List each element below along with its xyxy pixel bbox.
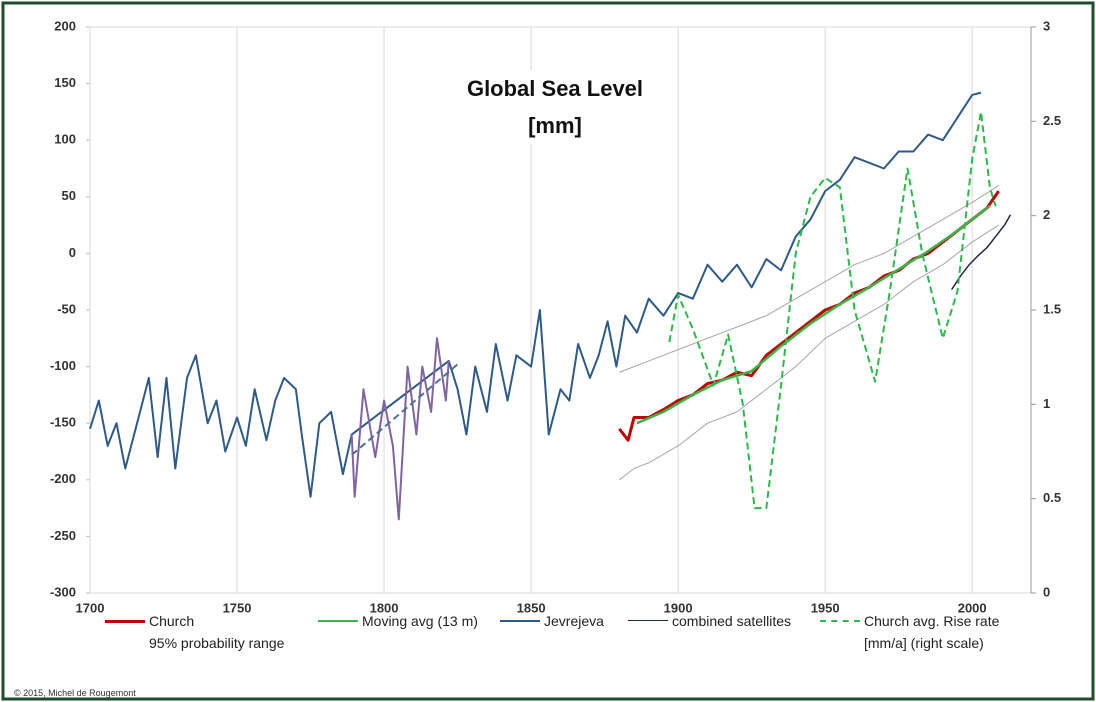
legend-label: 95% probability range [149,635,285,651]
chart-title: Global Sea Level [mm] [440,70,670,144]
y-tick-label: 200 [54,18,76,33]
series-line [619,185,999,373]
x-tick-label: 1700 [76,600,105,615]
legend-label: Moving avg (13 m) [362,613,478,629]
y2-tick-label: 0.5 [1043,490,1061,505]
y-tick-label: 100 [54,132,76,147]
y-tick-label: 150 [54,75,76,90]
legend-label: combined satellites [672,613,792,629]
series-line [950,214,1012,291]
y-tick-label: 50 [62,188,76,203]
legend-label: Church [149,613,195,629]
legend-swatch [628,620,668,621]
series-line [351,363,459,456]
series-line [89,91,982,498]
y-tick-label: -250 [50,528,76,543]
legend-swatch [318,620,358,622]
x-tick-label: 1850 [517,600,546,615]
y-tick-label: -100 [50,358,76,373]
series-line [636,204,991,425]
credit: © 2015, Michel de Rougemont [14,688,136,698]
legend-swatch [500,620,540,622]
y2-tick-label: 3 [1043,18,1050,33]
legend-swatch [820,620,860,622]
x-tick-label: 1950 [811,600,840,615]
series-line [668,110,997,510]
y2-tick-label: 1.5 [1043,301,1061,316]
y-tick-label: -150 [50,415,76,430]
x-tick-label: 1750 [223,600,252,615]
y-tick-label: -300 [50,584,76,599]
x-tick-label: 2000 [958,600,987,615]
legend-label: Church avg. Rise rate [mm/a] (right scal… [864,613,1000,651]
y-tick-label: 0 [69,245,76,260]
x-tick-label: 1900 [664,600,693,615]
y2-tick-label: 2.5 [1043,113,1061,128]
y-tick-label: -50 [57,301,76,316]
series-line [619,224,999,481]
y2-tick-label: 0 [1043,584,1050,599]
legend: Church 95% probability range Moving avg (1… [100,610,1030,680]
x-tick-label: 1800 [370,600,399,615]
y2-tick-label: 2 [1043,207,1050,222]
legend-label: Jevrejeva [544,613,604,629]
legend-swatch [105,620,145,623]
series-line [618,190,1000,442]
y-tick-label: -200 [50,471,76,486]
y2-tick-label: 1 [1043,396,1050,411]
series-line [350,337,450,521]
